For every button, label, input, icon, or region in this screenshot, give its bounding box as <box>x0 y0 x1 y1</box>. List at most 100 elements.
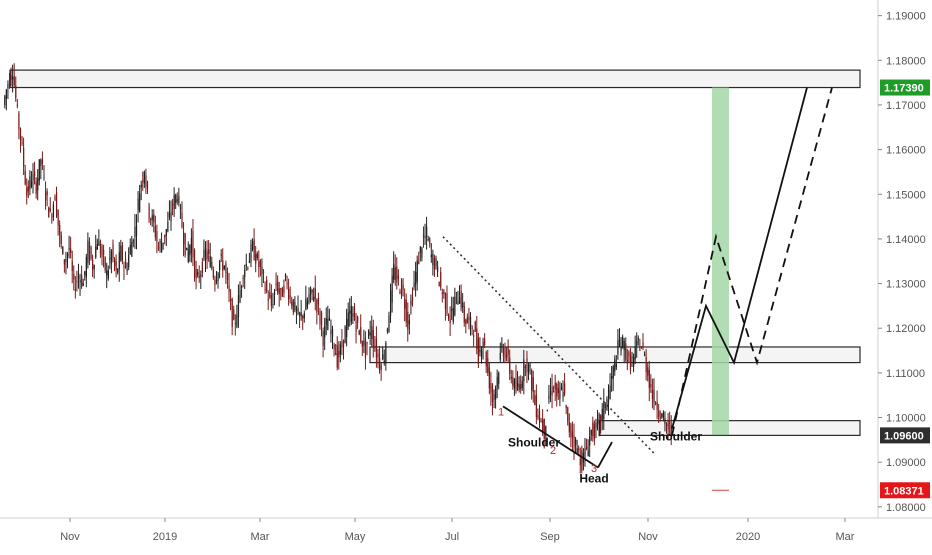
candle-body <box>200 274 202 277</box>
candle-body <box>262 271 265 273</box>
candle-body <box>593 423 596 440</box>
candle-body <box>604 403 607 409</box>
candle-body <box>214 279 216 286</box>
candle-body <box>377 353 379 358</box>
candle-body <box>201 262 204 274</box>
candle-body <box>10 75 12 80</box>
candle-body <box>156 230 158 242</box>
candle-body <box>665 423 668 426</box>
price-label-bg <box>880 79 930 96</box>
candle-body <box>609 385 611 400</box>
candle-body <box>410 300 412 305</box>
candle-body <box>65 258 67 263</box>
candle-body <box>524 366 527 368</box>
candle-body <box>87 240 89 264</box>
candle-body <box>286 282 288 284</box>
candle-body <box>322 330 324 346</box>
candle-body <box>325 318 327 325</box>
candle-body <box>267 298 269 301</box>
candle-body <box>120 245 122 261</box>
candle-body <box>543 418 545 439</box>
price-label-bg <box>880 482 930 499</box>
candle-body <box>364 337 367 358</box>
x-tick-label: Nov <box>60 531 80 543</box>
candle-body <box>234 323 236 325</box>
candle-body <box>435 258 437 266</box>
candle-body <box>74 289 76 292</box>
candle-body <box>368 331 370 336</box>
candle-body <box>535 395 538 417</box>
candle-body <box>473 335 475 337</box>
candle-body <box>611 376 613 379</box>
candle-body <box>153 214 155 223</box>
candle-body <box>7 84 9 89</box>
candle-body <box>496 376 498 388</box>
candle-body <box>302 315 304 319</box>
candle-body <box>176 199 178 202</box>
y-tick-label: 1.15000 <box>886 189 926 201</box>
candle-body <box>179 207 182 210</box>
candle-body <box>477 338 479 364</box>
candle-body <box>335 353 337 355</box>
candle-body <box>462 302 464 307</box>
candle-body <box>415 272 417 285</box>
candle-body <box>217 273 219 281</box>
candle-body <box>300 312 302 317</box>
candle-body <box>347 312 349 327</box>
candle-body <box>236 315 238 327</box>
candle-body <box>327 319 329 331</box>
candle-body <box>98 240 100 246</box>
candle-body <box>612 366 614 379</box>
candle-body <box>432 253 434 266</box>
candle-body <box>270 295 273 306</box>
candle-body <box>595 422 597 428</box>
candle-body <box>374 346 376 349</box>
candle-body <box>471 326 473 330</box>
candle-body <box>400 279 403 297</box>
candle-body <box>542 419 544 432</box>
candle-body <box>4 96 6 106</box>
candle-body <box>320 312 323 327</box>
candle-body <box>454 296 456 315</box>
candle-body <box>645 357 647 373</box>
candle-body <box>491 385 494 403</box>
candle-body <box>110 250 113 264</box>
candle-body <box>134 226 136 238</box>
candle-body <box>411 297 414 302</box>
candle-body <box>264 289 266 291</box>
candle-body <box>178 196 180 204</box>
candle-body <box>465 319 467 325</box>
candle-body <box>485 352 487 367</box>
candle-body <box>637 338 639 340</box>
candle-body <box>353 307 356 320</box>
candle-body <box>458 297 461 304</box>
candle-body <box>600 415 602 422</box>
candle-body <box>256 253 258 259</box>
candle-body <box>623 341 625 350</box>
candle-body <box>488 367 490 389</box>
candle-body <box>182 232 185 245</box>
candle-body <box>490 382 492 393</box>
candle-body <box>418 261 420 265</box>
candle-body <box>564 383 566 395</box>
candle-body <box>570 424 572 437</box>
candle-body <box>391 275 393 303</box>
candle-body <box>357 316 359 323</box>
candle-body <box>495 387 497 400</box>
candle-body <box>165 229 167 236</box>
candle-body <box>452 307 454 322</box>
candle-body <box>474 321 476 332</box>
price-label: 1.09600 <box>884 430 924 442</box>
candle-body <box>366 341 368 344</box>
candle-body <box>659 417 661 419</box>
candle-body <box>587 450 589 457</box>
candle-body <box>123 266 125 268</box>
candle-body <box>441 292 443 294</box>
candle-body <box>259 260 262 267</box>
candle-body <box>157 247 160 249</box>
candle-body <box>273 290 276 295</box>
candle-body <box>573 435 575 448</box>
candle-body <box>339 344 342 355</box>
candle-body <box>150 219 152 221</box>
